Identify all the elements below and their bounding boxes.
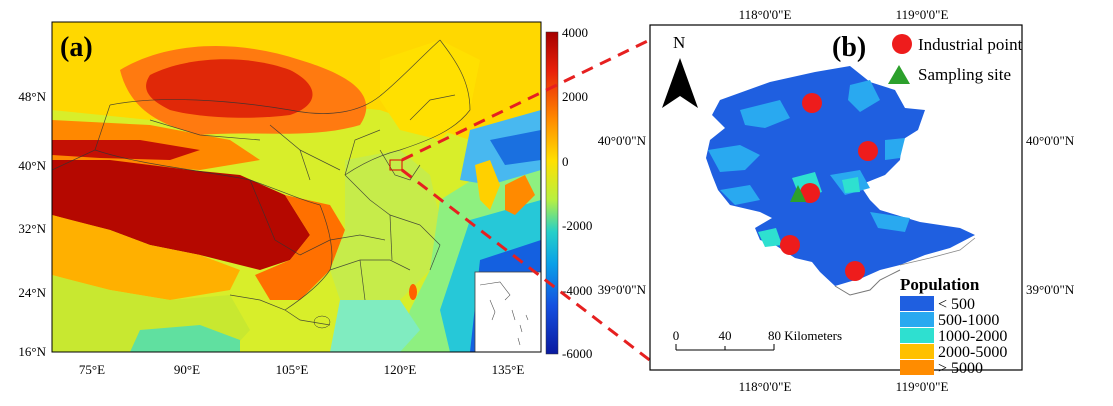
- right-lat-tick-40: 40°0'0"N: [1026, 133, 1075, 148]
- colorbar-label-4000: 4000: [562, 25, 588, 40]
- industrial-point-legend-icon: [892, 34, 912, 54]
- population-swatch: [900, 296, 934, 311]
- colorbar-label-0: 0: [562, 154, 569, 169]
- population-class-label: > 5000: [938, 360, 983, 377]
- population-swatch: [900, 344, 934, 359]
- sampling-site-legend-icon: [888, 65, 910, 84]
- top-lon-tick-118: 118°0'0"E: [739, 7, 792, 22]
- sampling-site: [790, 185, 806, 202]
- panel-a-map: [52, 22, 541, 352]
- lon-tick-135: 135°E: [492, 362, 525, 377]
- right-lat-tick-39: 39°0'0"N: [1026, 282, 1075, 297]
- population-class-label: 1000-2000: [938, 328, 1007, 345]
- scale-bar: 0 40 80 Kilometers: [673, 328, 842, 351]
- industrial-point: [802, 93, 822, 113]
- lon-tick-90: 90°E: [174, 362, 200, 377]
- industrial-point: [800, 183, 820, 203]
- left-lat-tick-40: 40°0'0"N: [598, 133, 647, 148]
- population-swatch: [900, 328, 934, 343]
- population-class-label: 500-1000: [938, 312, 999, 329]
- population-legend-title: Population: [900, 275, 980, 294]
- panel-a-lon-ticks: 75°E 90°E 105°E 120°E 135°E: [79, 362, 524, 377]
- industrial-point: [845, 261, 865, 281]
- panel-a-label: (a): [60, 32, 93, 63]
- sampling-site-legend-label: Sampling site: [918, 65, 1011, 84]
- scale-label-0: 0: [673, 328, 680, 343]
- industrial-point-legend-label: Industrial point: [918, 35, 1023, 54]
- bottom-lon-tick-119: 119°0'0"E: [896, 379, 949, 394]
- north-label: N: [673, 33, 685, 52]
- colorbar-labels: 4000 2000 0 -2000 -4000 -6000: [562, 25, 592, 361]
- panel-b-map: [706, 66, 976, 296]
- lat-tick-16: 16°N: [18, 344, 46, 359]
- colorbar-label-2000: 2000: [562, 89, 588, 104]
- population-legend: Population < 500500-10001000-20002000-50…: [900, 275, 1007, 377]
- population-swatch: [900, 312, 934, 327]
- left-lat-tick-39: 39°0'0"N: [598, 282, 647, 297]
- top-lon-tick-119: 119°0'0"E: [896, 7, 949, 22]
- panel-b-label: (b): [832, 32, 866, 63]
- elevation-colorbar: [545, 31, 559, 355]
- colorbar-label-neg6000: -6000: [562, 346, 592, 361]
- population-class-label: < 500: [938, 296, 975, 313]
- industrial-point: [858, 141, 878, 161]
- population-class-label: 2000-5000: [938, 344, 1007, 361]
- lon-tick-75: 75°E: [79, 362, 105, 377]
- colorbar-label-neg2000: -2000: [562, 218, 592, 233]
- point-legend: Industrial point Sampling site: [888, 34, 1023, 84]
- lon-tick-120: 120°E: [384, 362, 417, 377]
- zoom-connector-lines: [401, 33, 661, 370]
- lat-tick-24: 24°N: [18, 285, 46, 300]
- bottom-lon-tick-118: 118°0'0"E: [739, 379, 792, 394]
- lat-tick-40: 40°N: [18, 158, 46, 173]
- north-arrow-icon: [662, 58, 698, 108]
- lon-tick-105: 105°E: [276, 362, 309, 377]
- panel-a-lat-ticks: 48°N 40°N 32°N 24°N 16°N: [18, 89, 46, 359]
- north-arrow: N: [662, 33, 698, 108]
- industrial-point: [780, 235, 800, 255]
- population-swatch: [900, 360, 934, 375]
- scale-label-80: 80 Kilometers: [768, 328, 842, 343]
- lat-tick-32: 32°N: [18, 221, 46, 236]
- scale-label-40: 40: [719, 328, 732, 343]
- panel-a-frame: [51, 21, 542, 353]
- colorbar-label-neg4000: -4000: [562, 283, 592, 298]
- lat-tick-48: 48°N: [18, 89, 46, 104]
